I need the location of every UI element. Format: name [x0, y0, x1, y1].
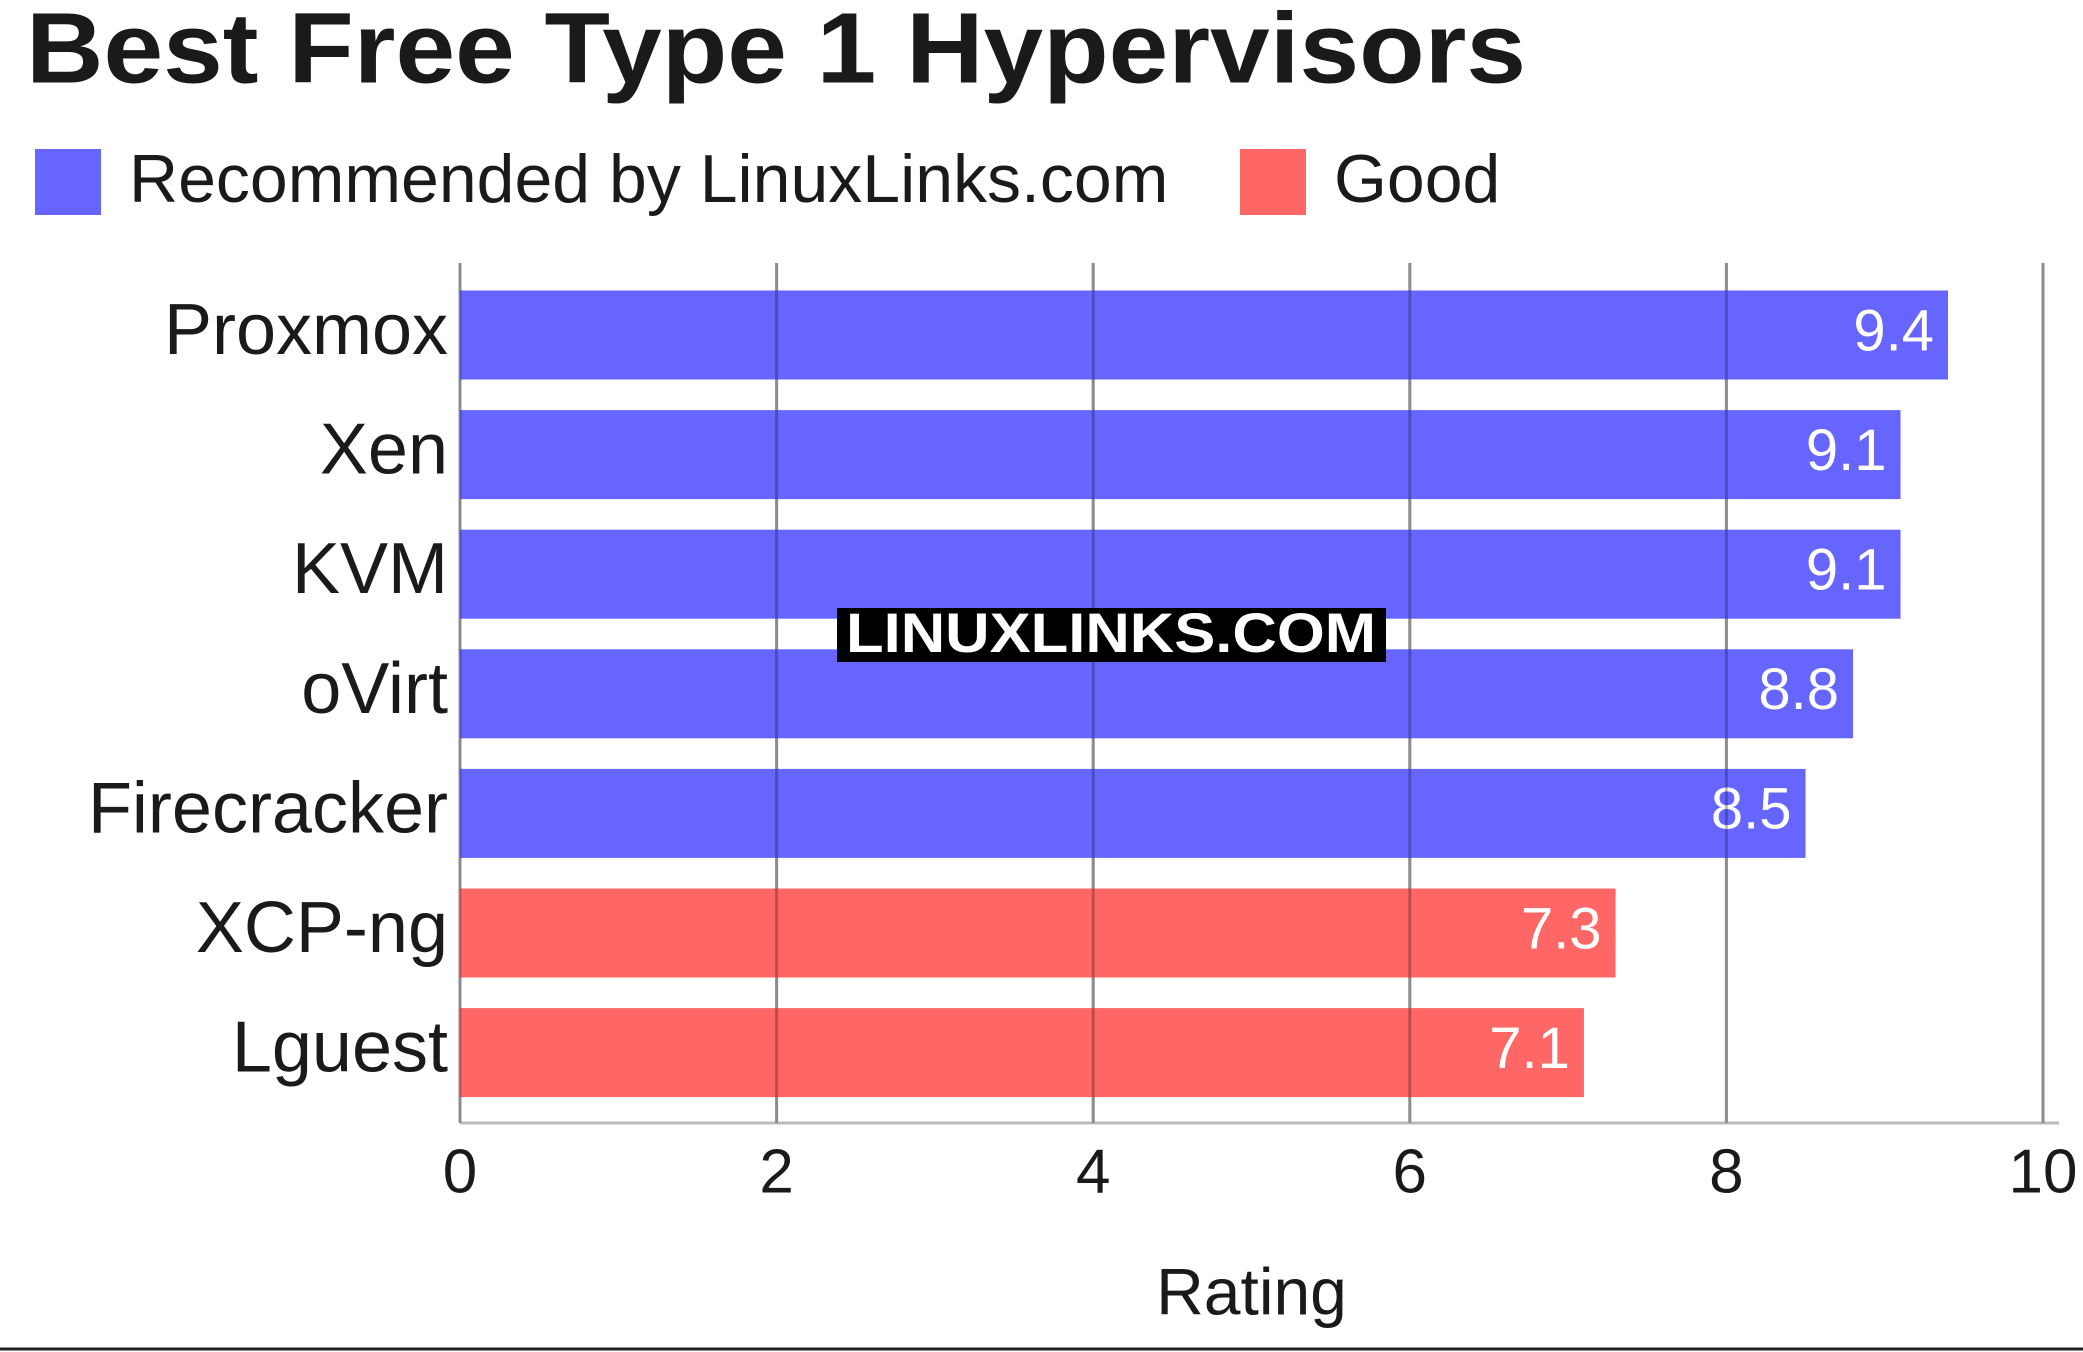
value-label: 7.3 [1521, 896, 1602, 961]
legend-label: Recommended by LinuxLinks.com [129, 141, 1168, 217]
x-tick-label: 0 [443, 1137, 477, 1206]
value-label: 9.1 [1806, 418, 1887, 483]
value-label: 9.1 [1806, 538, 1887, 603]
y-tick-label: KVM [292, 529, 448, 609]
bar [460, 649, 1854, 739]
x-tick-label: 4 [1076, 1137, 1110, 1206]
x-tick-label: 8 [1709, 1137, 1743, 1206]
watermark-box [837, 608, 1386, 662]
value-label: 8.8 [1758, 657, 1839, 722]
bar [460, 768, 1806, 858]
y-tick-label: Firecracker [88, 768, 448, 848]
bar [460, 290, 1949, 380]
bar [460, 529, 1901, 619]
y-tick-label: XCP-ng [196, 888, 448, 968]
y-tick-label: Xen [320, 410, 448, 490]
legend-swatch [1240, 149, 1306, 215]
legend-label: Good [1334, 141, 1500, 217]
y-tick-label: Lguest [232, 1008, 448, 1088]
x-tick-label: 6 [1393, 1137, 1427, 1206]
bar [460, 410, 1901, 500]
legend-swatch [35, 149, 101, 215]
y-tick-label: Proxmox [164, 290, 448, 370]
x-tick-label: 2 [759, 1137, 793, 1206]
bar [460, 888, 1616, 978]
watermark: LINUXLINKS.COM [846, 601, 1376, 664]
value-label: 9.4 [1853, 298, 1934, 363]
x-tick-label: 10 [2009, 1137, 2078, 1206]
value-label: 8.5 [1711, 777, 1792, 842]
y-tick-label: oVirt [301, 649, 448, 729]
bar [460, 1008, 1584, 1098]
chart-title: Best Free Type 1 Hypervisors [26, 0, 1526, 104]
value-label: 7.1 [1489, 1016, 1570, 1081]
x-axis-label: Rating [1156, 1254, 1347, 1328]
